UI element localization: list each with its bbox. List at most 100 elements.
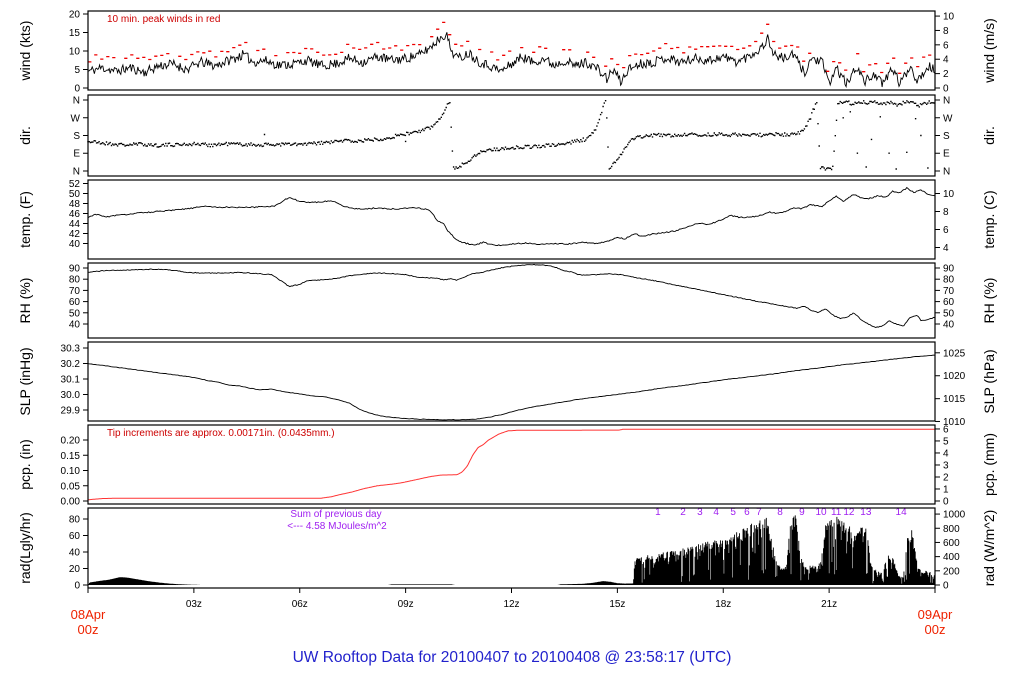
tick-label-left: 30.1: [61, 374, 81, 385]
tick-label-right: N: [943, 96, 950, 107]
day-number-label: 11: [831, 507, 842, 518]
tick-label-left: S: [73, 131, 80, 142]
panel-border-rh: [87, 262, 936, 339]
tick-label-left: 0.10: [61, 466, 81, 477]
tick-label-left: 20: [69, 9, 81, 20]
tick-label-left: 60: [69, 531, 81, 542]
tick-label-left: 80: [69, 515, 81, 526]
axis-label-left-slp: SLP (inHg): [17, 347, 33, 415]
tick-label-left: 0.00: [61, 496, 81, 507]
tick-label-left: 40: [69, 239, 81, 250]
tick-label-left: 0.15: [61, 451, 81, 462]
date-label-left: 00z: [78, 622, 99, 637]
series-wind-speed: [87, 32, 936, 89]
tick-label-right: 2: [943, 69, 949, 80]
day-number-label: 7: [756, 507, 762, 518]
tick-label-left: 0: [74, 580, 80, 591]
axis-label-right-rad: rad (W/m^2): [981, 510, 997, 587]
tick-label-left: 80: [69, 275, 81, 286]
tick-label-right: 1000: [943, 510, 966, 521]
tick-label-right: 4: [943, 448, 949, 459]
x-tick-label: 21z: [821, 599, 837, 610]
tick-label-right: 10: [943, 189, 955, 200]
tick-label-right: 1: [943, 484, 949, 495]
tick-label-left: 70: [69, 286, 81, 297]
axis-label-left-rh: RH (%): [17, 278, 33, 324]
tick-label-left: 40: [69, 548, 81, 559]
series-temperature: [87, 186, 936, 247]
axis-label-right-slp: SLP (hPa): [981, 349, 997, 413]
tick-label-left: 15: [69, 28, 81, 39]
day-number-label: 2: [680, 507, 686, 518]
tick-label-left: 30.0: [61, 390, 81, 401]
tick-label-right: 400: [943, 552, 960, 563]
tick-label-left: 42: [69, 229, 81, 240]
tick-label-right: 60: [943, 297, 955, 308]
day-number-label: 4: [713, 507, 719, 518]
tick-label-right: W: [943, 113, 953, 124]
tick-label-left: N: [73, 96, 80, 107]
tick-label-right: 1025: [943, 348, 966, 359]
x-tick-label: 03z: [186, 599, 202, 610]
tick-label-right: 5: [943, 436, 949, 447]
axis-label-right-dir: dir.: [981, 126, 997, 145]
x-tick-label: 18z: [715, 599, 731, 610]
tick-label-right: N: [943, 166, 950, 177]
tick-label-right: 80: [943, 275, 955, 286]
axis-label-left-pcp: pcp. (in): [17, 439, 33, 490]
tick-label-right: 6: [943, 225, 949, 236]
x-tick-label: 15z: [609, 599, 625, 610]
tick-label-left: 44: [69, 219, 81, 230]
day-number-label: 12: [843, 507, 855, 518]
axis-label-left-dir: dir.: [17, 126, 33, 145]
tick-label-right: 6: [943, 424, 949, 435]
annotation-text: Tip increments are approx. 0.00171in. (0…: [107, 428, 335, 439]
tick-label-left: 48: [69, 199, 81, 210]
day-number-label: 13: [860, 507, 872, 518]
tick-label-left: 20: [69, 564, 81, 575]
tick-label-left: E: [73, 149, 80, 160]
tick-label-left: 90: [69, 263, 81, 274]
tick-label-left: 52: [69, 179, 81, 190]
tick-label-right: 1020: [943, 371, 966, 382]
series-sea-level-pressure: [87, 354, 936, 421]
series-wind-direction: [87, 100, 935, 171]
tick-label-right: E: [943, 149, 950, 160]
axis-label-left-wind: wind (kts): [17, 21, 33, 82]
day-number-label: 8: [777, 507, 783, 518]
panel-border-slp: [87, 341, 936, 422]
tick-label-left: 30.3: [61, 343, 81, 354]
annotation-text: 10 min. peak winds in red: [107, 14, 220, 25]
tick-label-left: 50: [69, 189, 81, 200]
tick-label-left: 0.05: [61, 481, 81, 492]
chart-title: UW Rooftop Data for 20100407 to 20100408…: [293, 649, 732, 666]
tick-label-right: 90: [943, 263, 955, 274]
axis-label-right-wind: wind (m/s): [981, 18, 997, 84]
annotation-text: <--- 4.58 MJoules/m^2: [287, 521, 387, 532]
tick-label-left: 5: [74, 65, 80, 76]
tick-label-left: W: [71, 113, 81, 124]
tick-label-right: 0: [943, 84, 949, 95]
annotation-text: Sum of previous day: [290, 509, 381, 520]
tick-label-right: 0: [943, 580, 949, 591]
axis-label-right-temp: temp. (C): [981, 190, 997, 248]
tick-label-left: 40: [69, 319, 81, 330]
tick-label-right: 4: [943, 243, 949, 254]
tick-label-left: 0.20: [61, 436, 81, 447]
date-label-right: 00z: [925, 622, 946, 637]
axis-label-right-pcp: pcp. (mm): [981, 433, 997, 496]
day-number-label: 9: [799, 507, 805, 518]
date-label-right: 09Apr: [918, 607, 953, 622]
series-relative-humidity: [87, 263, 936, 328]
tick-label-left: 60: [69, 297, 81, 308]
tick-label-right: S: [943, 131, 950, 142]
series-precipitation: [87, 428, 935, 501]
tick-label-left: 10: [69, 46, 81, 57]
